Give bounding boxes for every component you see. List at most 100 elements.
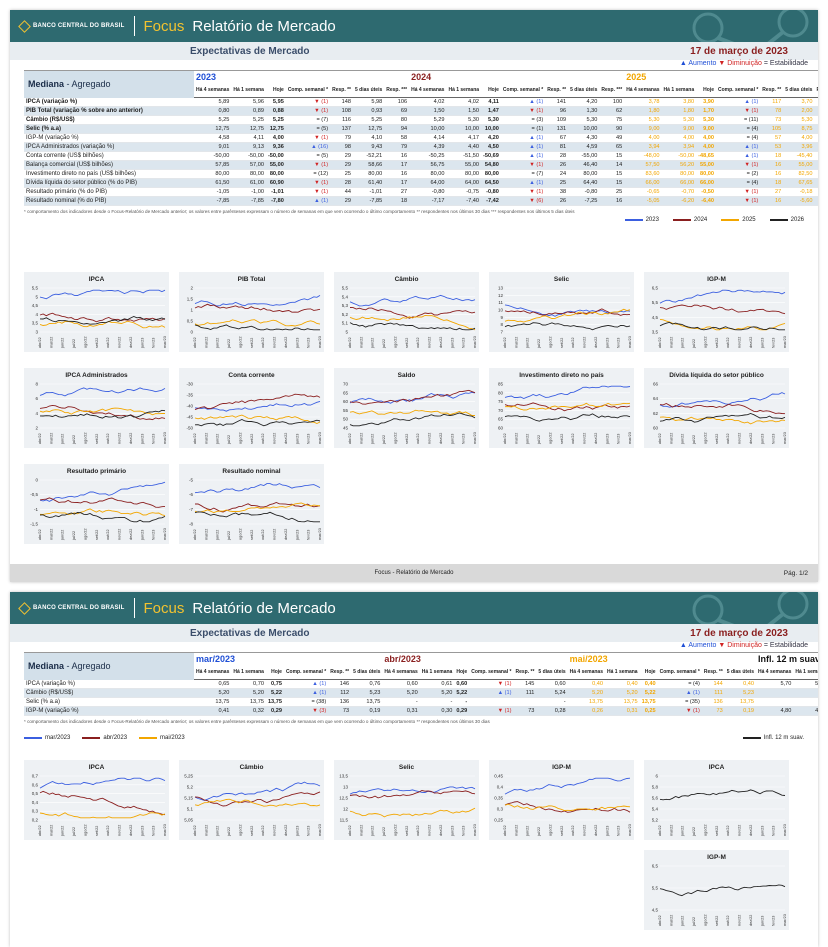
table-row: IPCA (variação %) 0,65 0,70 0,75 ▲ (1) 146 0,7… xyxy=(24,679,818,689)
series-line xyxy=(659,416,786,425)
x-tick-label: jan/23 xyxy=(295,338,299,349)
table-cell: 55,00 xyxy=(696,160,716,170)
series-line xyxy=(659,789,786,801)
table-row: Selic (% a.a) 13,75 13,75 13,75 = (38) 136 13,… xyxy=(24,697,818,707)
table-cell: 9,01 xyxy=(194,142,232,152)
table-cell: ▲ (1) xyxy=(500,133,546,143)
table-cell: 4,50 xyxy=(481,142,501,152)
table-cell: 4,00 xyxy=(661,133,697,143)
x-tick-label: jun/22 xyxy=(61,826,65,837)
table-cell: 0,40 xyxy=(605,679,640,689)
tick-label: 2 xyxy=(190,286,193,291)
table-cell: 5,30 xyxy=(568,115,600,125)
column-header: Há 1 semana xyxy=(446,83,482,98)
x-tick-label: mai/22 xyxy=(204,433,208,444)
column-header: Comp. semanal * xyxy=(657,665,702,680)
table-cell: 112 xyxy=(328,688,352,698)
x-tick-label: mai/22 xyxy=(669,337,673,348)
chart-saldo: Saldo 70 65 60 55 50 45 abr/22 mai/22 jun/22 jul/2… xyxy=(334,368,479,448)
table-cell: 5,22 xyxy=(639,688,658,698)
column-header: 5 dias úteis xyxy=(351,665,383,680)
table-cell: 9,13 xyxy=(231,142,266,152)
column-header: Há 1 semana xyxy=(231,83,266,98)
table-cell: = (11) xyxy=(716,115,761,125)
table-cell: 27 xyxy=(760,187,784,197)
column-header: Resp. *** xyxy=(384,83,410,98)
x-tick-label: jul/22 xyxy=(72,827,76,837)
table-cell: 18 xyxy=(760,151,784,161)
table-cell: 69 xyxy=(384,106,410,116)
table-cell: 5,22 xyxy=(454,688,470,698)
table-cell: ▼ (1) xyxy=(716,196,761,206)
series-line xyxy=(504,777,631,795)
x-tick-label: set/22 xyxy=(405,434,409,444)
x-tick-label: mai/22 xyxy=(669,825,673,836)
x-tick-label: mar/23 xyxy=(163,528,167,540)
tick-label: -35 xyxy=(186,393,193,398)
x-tick-label: mar/23 xyxy=(783,432,787,444)
series-line xyxy=(349,307,476,319)
table-cell: 148 xyxy=(330,97,354,107)
report-date-2: 17 de março de 2023 xyxy=(690,627,788,639)
series-line xyxy=(194,295,321,307)
column-header: Há 1 semana xyxy=(605,665,640,680)
x-tick-label: nov/22 xyxy=(583,825,587,836)
table-cell: = (12) xyxy=(285,169,331,179)
x-tick-label: mar/23 xyxy=(473,336,477,348)
table-cell: 4,20 xyxy=(481,133,501,143)
table-cell: 5,20 xyxy=(382,688,420,698)
table-cell: 8,75 xyxy=(783,124,815,134)
chart-conta-corrente: Conta corrente -30 -35 -40 -45 -50 abr/22 mai/2… xyxy=(179,368,324,448)
column-header: 5 dias úteis xyxy=(568,83,600,98)
table-cell: -1,00 xyxy=(231,187,266,197)
x-tick-label: jan/23 xyxy=(450,338,454,349)
series-line xyxy=(349,322,476,331)
series-line xyxy=(194,502,321,514)
table-cell: 0,70 xyxy=(231,679,266,689)
x-tick-label: dez/22 xyxy=(594,825,598,836)
page-number: Pág. 1/2 xyxy=(783,569,808,577)
table-footnote: * comportamento dos indicadores desde o … xyxy=(24,209,575,214)
tick-label: 5,2 xyxy=(652,818,659,823)
series-line xyxy=(349,786,476,795)
table-cell: 0,19 xyxy=(724,706,757,716)
x-tick-label: out/22 xyxy=(106,529,110,540)
tick-label: 0,5 xyxy=(32,791,39,796)
x-tick-label: jan/23 xyxy=(760,826,764,837)
x-tick-label: jun/22 xyxy=(61,338,65,349)
table-cell: ▲ (1) xyxy=(500,151,546,161)
table-cell: 3,70 xyxy=(783,97,815,107)
x-tick-label: dez/22 xyxy=(129,337,133,348)
table-cell: 5,53 xyxy=(793,679,818,689)
column-header: Resp. *** xyxy=(599,83,625,98)
table-cell: 67 xyxy=(545,133,569,143)
x-tick-label: jun/22 xyxy=(681,826,685,837)
table-cell: -48,65 xyxy=(696,151,716,161)
tick-label: 60 xyxy=(653,426,659,431)
x-tick-label: fev/23 xyxy=(772,916,776,926)
tick-label: 5,4 xyxy=(342,294,349,299)
legend-item: 2025 xyxy=(721,217,756,223)
table-cell: 26 xyxy=(545,196,569,206)
x-tick-label: ago/22 xyxy=(83,336,87,348)
table-cell: -1,01 xyxy=(353,187,385,197)
tick-label: 5,15 xyxy=(184,796,193,801)
table-cell: 9,36 xyxy=(265,142,286,152)
table-cell: ▼ (1) xyxy=(716,160,761,170)
x-tick-label: mar/23 xyxy=(473,432,477,444)
x-tick-label: jul/22 xyxy=(692,339,696,349)
x-tick-label: jan/23 xyxy=(760,338,764,349)
table-cell: 117 xyxy=(760,97,784,107)
series-line xyxy=(504,402,631,412)
x-tick-label: jan/23 xyxy=(605,338,609,349)
table-cell: = (5) xyxy=(285,151,331,161)
x-tick-label: jun/22 xyxy=(681,916,685,927)
table-cell: 0,29 xyxy=(454,706,470,716)
table-cell: 13,75 xyxy=(639,697,658,707)
footer-text: Focus - Relatório de Mercado xyxy=(374,570,454,576)
tick-label: 75 xyxy=(498,399,504,404)
x-tick-label: mai/22 xyxy=(204,825,208,836)
x-tick-label: abr/22 xyxy=(193,825,197,836)
series-line xyxy=(504,322,631,331)
x-tick-label: jun/22 xyxy=(526,338,530,349)
